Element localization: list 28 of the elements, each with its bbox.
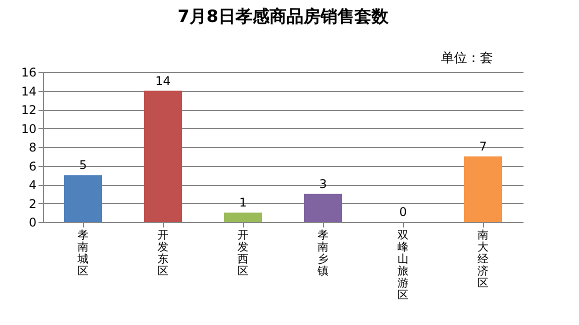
chart-title: 7月8日孝感商品房销售套数 xyxy=(178,7,390,27)
y-tick-label: 0 xyxy=(28,216,36,230)
x-tick-label: 南大经济区 xyxy=(478,228,488,290)
x-tick-label: 开发东区 xyxy=(158,228,168,278)
y-tick-label: 12 xyxy=(21,103,36,117)
bar xyxy=(144,90,182,222)
y-tick-label: 8 xyxy=(28,140,36,154)
y-tick-label: 14 xyxy=(21,84,36,98)
x-tick-label: 开发西区 xyxy=(238,228,248,278)
y-tick-label: 6 xyxy=(28,159,36,174)
data-label: 5 xyxy=(79,158,87,172)
x-tick-label: 孝南城区 xyxy=(76,228,88,278)
data-label: 14 xyxy=(155,74,171,88)
y-tick-label: 4 xyxy=(28,178,36,192)
data-label: 7 xyxy=(479,139,487,154)
data-label: 3 xyxy=(319,176,327,191)
bar xyxy=(464,156,502,222)
y-tick-label: 10 xyxy=(21,122,36,136)
bar xyxy=(304,194,342,222)
bar xyxy=(64,175,102,222)
data-label: 0 xyxy=(399,205,407,219)
bar xyxy=(224,212,262,222)
x-tick-label: 双峰山旅游区 xyxy=(398,228,408,302)
y-tick-label: 2 xyxy=(28,196,36,211)
data-label: 1 xyxy=(239,196,247,210)
x-tick-label: 孝南乡镇 xyxy=(316,228,328,278)
y-tick-label: 16 xyxy=(21,66,36,80)
text: 单位：套 xyxy=(441,51,493,66)
